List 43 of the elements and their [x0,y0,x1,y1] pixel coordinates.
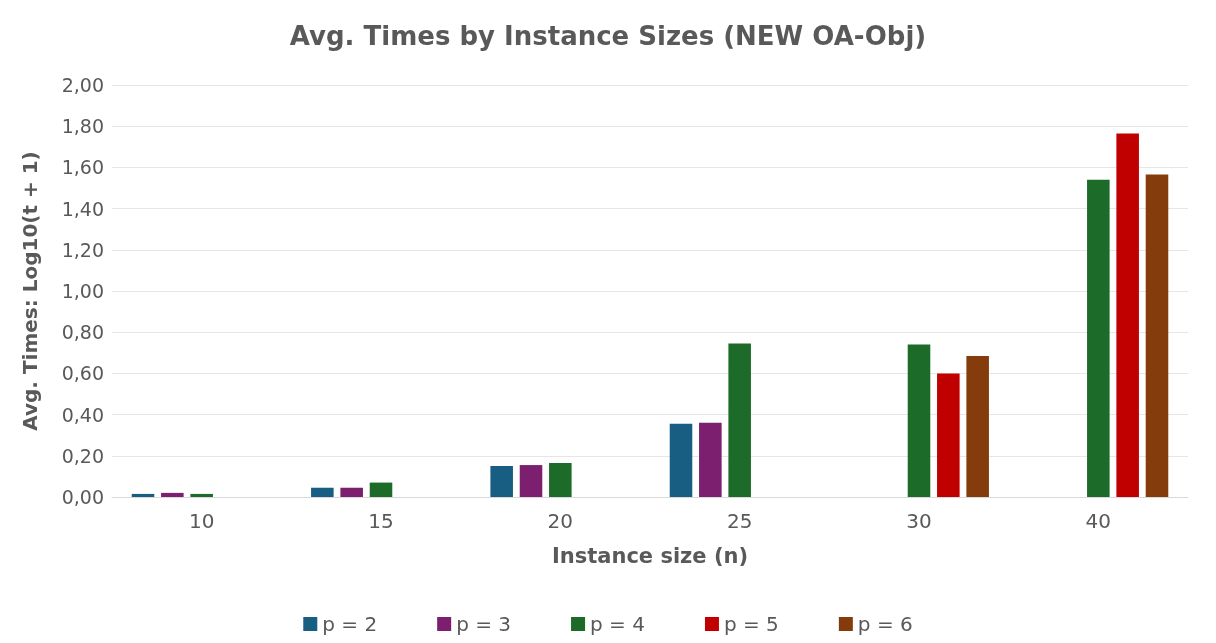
legend-label: p = 5 [723,612,779,636]
legend-label: p = 2 [322,612,378,636]
bar [549,463,572,497]
bar [1116,133,1139,497]
legend-label: p = 6 [857,612,913,636]
bar [669,423,693,497]
x-tick-label: 20 [547,509,574,533]
y-tick-label: 1,00 [61,280,104,302]
y-tick-label: 0,20 [61,444,104,467]
x-axis-title: Instance size (n) [551,543,749,568]
legend-label: p = 3 [456,612,512,636]
y-tick-label: 2,00 [61,74,104,96]
x-tick-label: 40 [1085,509,1112,533]
bar [311,487,334,497]
bar [728,343,751,497]
bar [519,465,543,497]
chart-title: Avg. Times by Instance Sizes (NEW OA-Obj) [289,21,927,51]
y-tick-label: 0,00 [61,486,104,508]
legend-label: p = 4 [590,612,645,636]
y-axis-title: Avg. Times: Log10(t + 1) [18,151,42,431]
bar [161,492,184,497]
bar [369,482,393,497]
bar [490,466,513,497]
y-tick-label: 1,80 [61,115,104,138]
bar [131,493,155,497]
y-tick-label: 1,60 [61,156,104,179]
x-tick-label: 30 [906,509,932,533]
bar [907,344,931,497]
bar [966,355,989,497]
bar [937,373,960,497]
y-tick-label: 0,80 [61,321,104,344]
y-tick-label: 0,40 [61,403,104,426]
x-tick-label: 10 [188,509,215,533]
y-tick-label: 1,20 [61,238,104,261]
y-tick-label: 1,40 [61,197,104,220]
x-tick-label: 25 [726,509,753,533]
y-tick-label: 0,60 [61,362,104,385]
bar [190,493,213,497]
bar [699,422,722,497]
x-tick-label: 15 [368,509,394,533]
bar [1145,174,1169,497]
bar [1087,179,1110,497]
bar [340,487,363,497]
